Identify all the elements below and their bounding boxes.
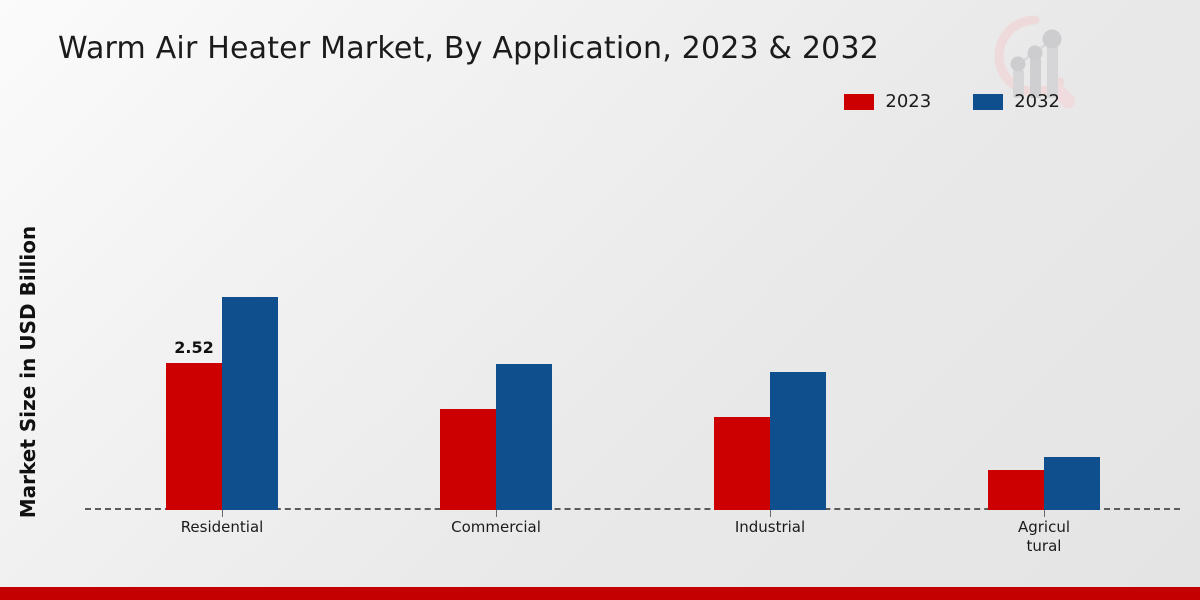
bar-group-commercial: Commercial xyxy=(359,150,633,536)
x-label-industrial: Industrial xyxy=(734,518,806,536)
x-label-agricultural: Agricul tural xyxy=(1017,518,1071,555)
x-tick-residential xyxy=(222,510,223,517)
y-axis-title: Market Size in USD Billion xyxy=(16,225,40,519)
chart-legend: 2023 2032 xyxy=(844,93,1060,111)
bar-2023-industrial[interactable] xyxy=(714,417,770,510)
chart-title: Warm Air Heater Market, By Application, … xyxy=(58,31,880,66)
bar-2023-agricultural[interactable] xyxy=(988,470,1044,510)
x-tick-commercial xyxy=(496,510,497,517)
x-tick-industrial xyxy=(770,510,771,517)
legend-item-2032[interactable]: 2032 xyxy=(973,93,1060,111)
bar-2032-commercial[interactable] xyxy=(496,364,552,510)
x-tick-agricultural xyxy=(1044,510,1045,517)
x-label-residential: Residential xyxy=(180,518,264,536)
legend-swatch-2032 xyxy=(973,94,1004,110)
footer-accent-bar xyxy=(0,587,1200,600)
x-label-commercial: Commercial xyxy=(451,518,541,536)
legend-label-2023: 2023 xyxy=(885,91,932,112)
bar-group-agricultural: Agricul tural xyxy=(907,150,1181,555)
bar-2023-commercial[interactable] xyxy=(440,409,496,510)
legend-label-2032: 2032 xyxy=(1014,91,1060,112)
bar-2032-residential[interactable] xyxy=(222,297,278,510)
legend-item-2023[interactable]: 2023 xyxy=(844,93,931,111)
bar-2023-residential[interactable]: 2.52 xyxy=(166,338,222,510)
plot-area: 2.52 Residential Commercial Industrial A… xyxy=(85,150,1181,555)
bar-group-residential: 2.52 Residential xyxy=(85,150,359,536)
bar-2032-industrial[interactable] xyxy=(770,372,826,510)
bar-value-label-residential-2023: 2.52 xyxy=(174,338,214,357)
bar-2032-agricultural[interactable] xyxy=(1044,457,1100,510)
x-axis-baseline xyxy=(85,508,1180,510)
legend-swatch-2023 xyxy=(844,94,875,110)
bar-group-industrial: Industrial xyxy=(633,150,907,536)
